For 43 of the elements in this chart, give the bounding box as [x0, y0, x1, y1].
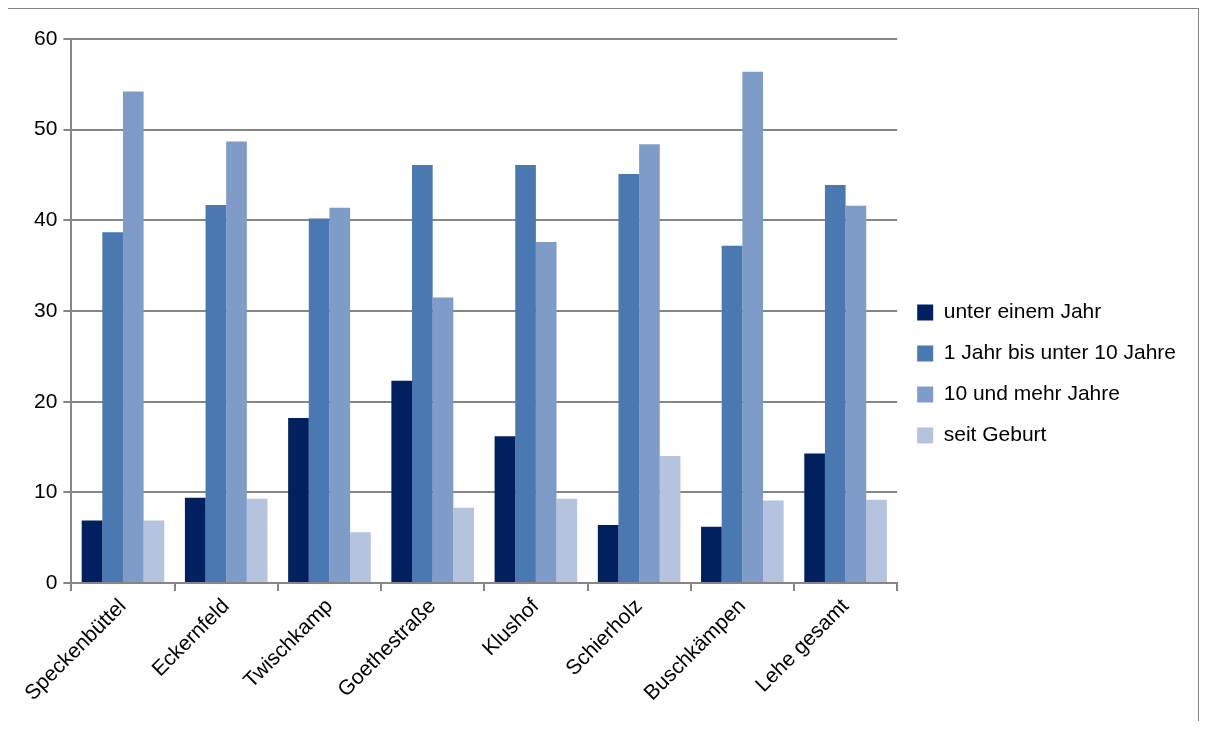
legend-label: seit Geburt — [943, 422, 1047, 446]
y-tick-label: 10 — [34, 479, 58, 503]
bar — [288, 418, 309, 583]
bar — [329, 207, 351, 583]
bar — [597, 525, 619, 583]
bar — [618, 174, 640, 583]
y-tick-label: 30 — [34, 297, 58, 321]
legend-label: unter einem Jahr — [943, 299, 1102, 323]
bar — [205, 204, 227, 583]
bar — [350, 532, 371, 583]
bar — [184, 497, 206, 583]
bar — [226, 141, 247, 583]
bar — [721, 245, 743, 583]
bar — [824, 184, 846, 583]
bar — [804, 453, 825, 583]
bar — [535, 242, 557, 583]
bar — [659, 456, 681, 583]
bar — [308, 218, 330, 583]
bar — [515, 165, 536, 583]
bar — [143, 520, 165, 583]
bar — [102, 232, 123, 583]
y-tick-label: 0 — [45, 569, 58, 593]
y-tick-label: 50 — [34, 116, 58, 140]
bar — [556, 498, 578, 583]
bar — [763, 500, 784, 583]
bar — [453, 507, 474, 583]
bar — [494, 436, 516, 583]
bar — [866, 499, 887, 583]
bar — [845, 205, 867, 583]
y-tick-label: 40 — [34, 207, 58, 231]
y-tick-label: 60 — [34, 25, 58, 49]
legend-label: 10 und mehr Jahre — [943, 381, 1120, 405]
bar — [701, 526, 722, 583]
legend-label: 1 Jahr bis unter 10 Jahre — [943, 340, 1177, 364]
bar — [432, 297, 454, 583]
y-tick-label: 20 — [34, 388, 58, 412]
bar — [391, 380, 413, 583]
bar — [412, 165, 433, 583]
bar — [742, 71, 763, 583]
bar — [639, 144, 660, 583]
bar — [81, 520, 103, 583]
bar — [246, 498, 268, 583]
bar — [122, 91, 144, 583]
